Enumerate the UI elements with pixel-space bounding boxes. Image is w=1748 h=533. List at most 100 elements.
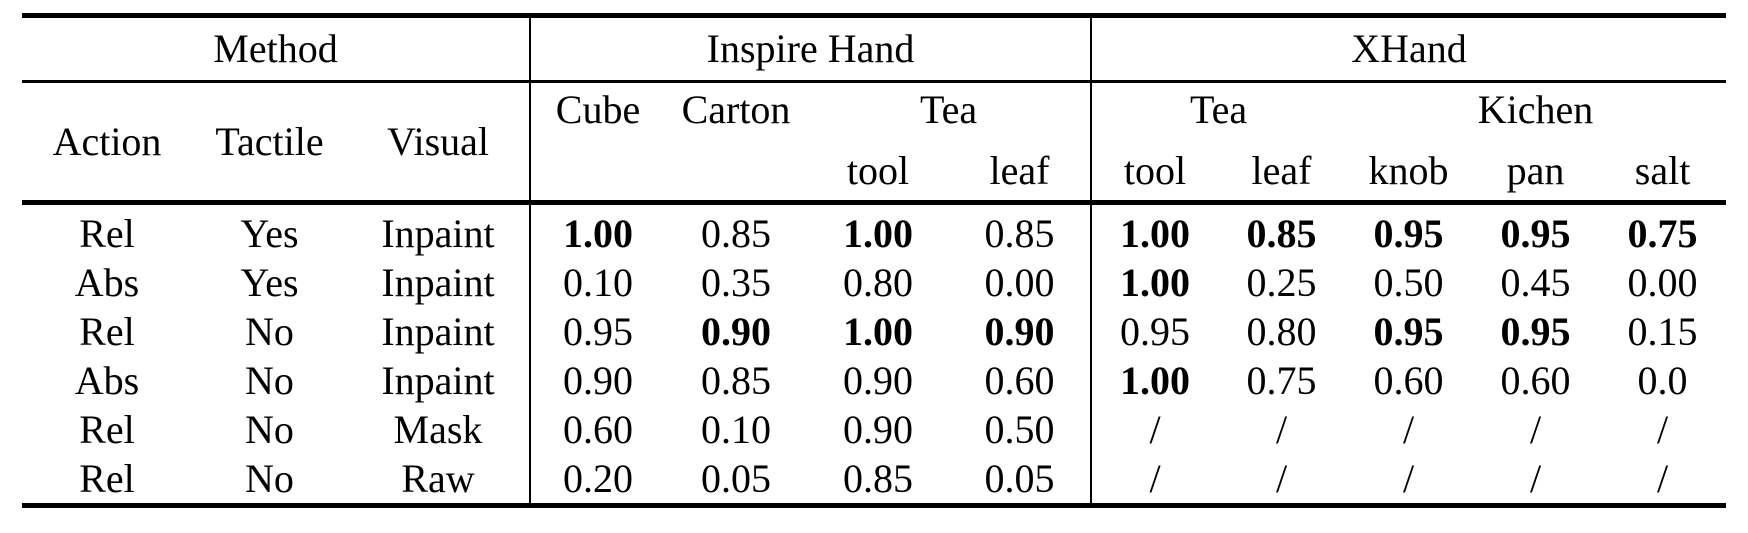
col-header-kichen-pan: pan <box>1472 142 1600 205</box>
cell-value: 0.60 <box>1373 357 1444 403</box>
cell-value: 0.95 <box>1500 308 1571 354</box>
cell-value: 0.85 <box>984 210 1055 256</box>
cell-value: 0.90 <box>701 308 771 354</box>
cell-value: 0.85 <box>701 357 771 403</box>
paper-table-figure: Method Inspire Hand XHand Action Tactile… <box>0 13 1748 533</box>
cell-value: 0.10 <box>701 406 771 452</box>
cell-visual: Inpaint <box>381 210 495 256</box>
cell-value: 0.85 <box>807 454 949 508</box>
cell-action: Rel <box>22 454 192 508</box>
cell-value: 0.95 <box>1090 307 1219 356</box>
cell-value: 0.10 <box>529 258 665 307</box>
cell-value: 0.95 <box>1500 210 1571 256</box>
cell-action: Rel <box>79 210 135 256</box>
cell-value: 0.90 <box>984 308 1055 354</box>
cell-visual: Inpaint <box>381 357 495 403</box>
cell-value: / <box>1090 454 1219 508</box>
cell-tactile: No <box>245 357 294 403</box>
cell-value: 0.50 <box>1373 259 1444 305</box>
cell-tactile: Yes <box>240 210 299 256</box>
table-row: Rel No Inpaint 0.95 0.90 1.00 0.90 0.95 … <box>22 307 1726 356</box>
cell-action: Rel <box>79 308 135 354</box>
cell-value: 0.85 <box>1246 210 1317 256</box>
cell-value: / <box>1275 406 1288 452</box>
cell-value: / <box>1090 405 1219 454</box>
cell-value: 0.75 <box>1246 357 1317 403</box>
col-header-xhand-tea-leaf: leaf <box>1218 142 1346 205</box>
col-header-carton: Carton <box>665 81 807 205</box>
cell-value: 1.00 <box>1090 202 1219 258</box>
cell-value: 1.00 <box>529 202 665 258</box>
table-row: Abs Yes Inpaint 0.10 0.35 0.80 0.00 1.00… <box>22 258 1726 307</box>
cell-value: 0.90 <box>843 406 913 452</box>
group-header-inspire-hand: Inspire Hand <box>528 13 1092 83</box>
cell-value: 0.75 <box>1627 210 1698 256</box>
cell-value: 0.05 <box>665 454 807 508</box>
cell-value: / <box>1345 454 1473 508</box>
col-header-tactile: Tactile <box>192 81 347 205</box>
cell-value: / <box>1472 454 1600 508</box>
cell-visual: Mask <box>393 406 483 452</box>
cell-value: / <box>1599 454 1727 508</box>
results-table: Method Inspire Hand XHand Action Tactile… <box>22 13 1727 508</box>
col-header-inspire-tea-tool: tool <box>807 142 949 205</box>
col-header-kichen-knob: knob <box>1345 142 1473 205</box>
cell-value: 0.60 <box>984 357 1055 403</box>
cell-value: 1.00 <box>843 210 913 256</box>
cell-value: 0.35 <box>701 259 771 305</box>
col-header-inspire-tea: Tea <box>919 87 978 132</box>
col-header-xhand-tea: Tea <box>1090 81 1346 142</box>
table-row: Rel No Mask 0.60 0.10 0.90 0.50 / / / / … <box>22 405 1726 454</box>
cell-value: 0.45 <box>1500 259 1571 305</box>
col-header-xhand-kichen: Kichen <box>1477 87 1594 132</box>
cell-value: / <box>1218 454 1346 508</box>
cell-tactile: No <box>245 308 294 354</box>
cell-value: 1.00 <box>1090 356 1219 405</box>
cell-value: 0.80 <box>1246 308 1317 354</box>
col-header-cube: Cube <box>529 81 665 205</box>
cell-visual: Raw <box>347 454 530 508</box>
cell-tactile: No <box>245 406 294 452</box>
cell-value: / <box>1529 406 1542 452</box>
cell-value: 0.15 <box>1627 308 1698 354</box>
cell-value: / <box>1656 406 1669 452</box>
cell-action: Abs <box>74 259 140 305</box>
cell-value: 1.00 <box>843 308 913 354</box>
sub-header-row-top: Action Tactile Visual Cube Carton Tea Te… <box>22 81 1726 205</box>
cell-value: 0.00 <box>984 259 1055 305</box>
cell-value: 0.50 <box>984 406 1055 452</box>
group-header-method: Method <box>22 13 530 83</box>
col-header-inspire-tea-leaf: leaf <box>949 142 1092 205</box>
cell-tactile: Yes <box>240 259 299 305</box>
cell-value: 0.00 <box>1627 259 1698 305</box>
cell-tactile: No <box>192 454 347 508</box>
col-header-kichen-salt: salt <box>1599 142 1727 205</box>
cell-value: 0.85 <box>701 210 771 256</box>
cell-value: 0.60 <box>529 405 665 454</box>
cell-value: 0.20 <box>529 454 665 508</box>
cell-value: 0.95 <box>1373 308 1444 354</box>
cell-action: Abs <box>74 357 140 403</box>
group-header-row: Method Inspire Hand XHand <box>22 13 1727 83</box>
group-header-xhand: XHand <box>1090 13 1727 83</box>
cell-visual: Inpaint <box>381 259 495 305</box>
table-row: Rel Yes Inpaint 1.00 0.85 1.00 0.85 1.00… <box>22 202 1726 258</box>
cell-value: 0.60 <box>1500 357 1571 403</box>
table-row: Rel No Raw 0.20 0.05 0.85 0.05 / / / / / <box>22 454 1727 508</box>
cell-value: 0.95 <box>529 307 665 356</box>
col-header-action: Action <box>22 81 192 205</box>
cell-value: 0.95 <box>1373 210 1444 256</box>
table-row: Abs No Inpaint 0.90 0.85 0.90 0.60 1.00 … <box>22 356 1726 405</box>
col-header-xhand-tea-tool: tool <box>1090 142 1219 205</box>
cell-value: / <box>1402 406 1415 452</box>
cell-value: 1.00 <box>1090 258 1219 307</box>
cell-value: 0.90 <box>529 356 665 405</box>
cell-value: 0.80 <box>843 259 913 305</box>
cell-value: 0.25 <box>1246 259 1317 305</box>
col-header-visual: Visual <box>347 81 530 205</box>
cell-action: Rel <box>79 406 135 452</box>
cell-value: 0.90 <box>843 357 913 403</box>
cell-value: 0.05 <box>949 454 1092 508</box>
cell-value: 0.0 <box>1637 357 1688 403</box>
cell-visual: Inpaint <box>381 308 495 354</box>
